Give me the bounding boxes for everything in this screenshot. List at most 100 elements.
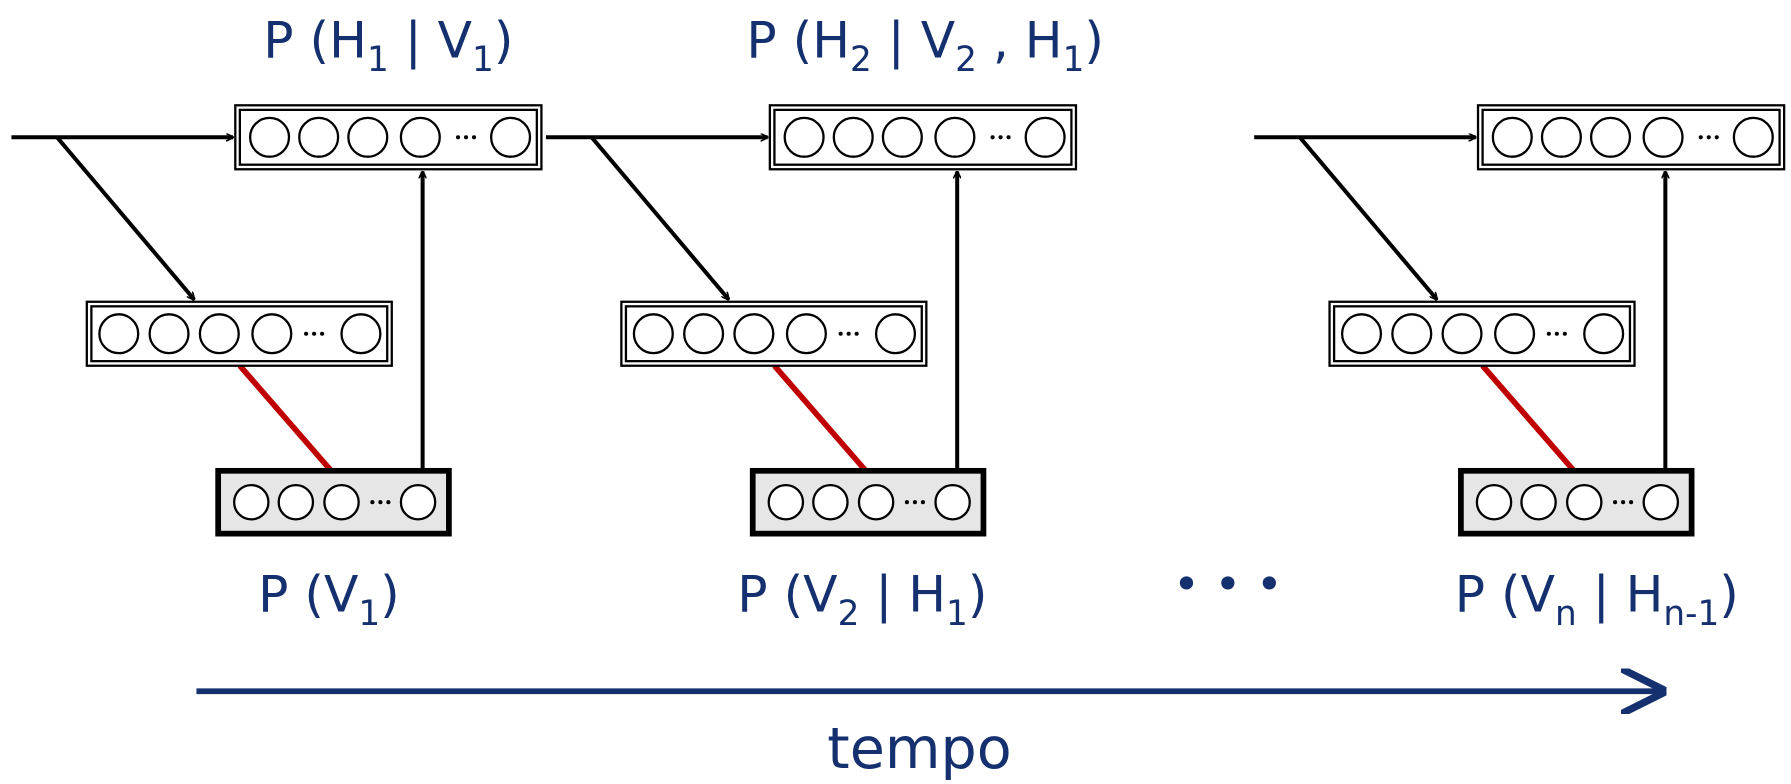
dot [838, 331, 843, 336]
unit [832, 116, 874, 158]
unit [399, 483, 437, 521]
layer-box-inner [1481, 108, 1781, 166]
label: P (Vn | Hn-1) [1455, 564, 1739, 634]
dot [304, 331, 309, 336]
subscript: 2 [955, 40, 977, 80]
unit [490, 116, 532, 158]
unit [1642, 483, 1680, 521]
unit [632, 313, 674, 355]
unit [934, 483, 971, 521]
link [1480, 363, 1577, 473]
unit [1642, 116, 1684, 158]
label-part: P (V [258, 564, 358, 623]
label-part: ) [968, 564, 988, 623]
arrow [1298, 135, 1437, 299]
label-part: P (H [263, 10, 367, 69]
layer-box-inner [90, 305, 389, 363]
dot [378, 500, 383, 505]
label-part: | H [859, 564, 946, 623]
dot [471, 135, 477, 140]
unit [1494, 313, 1536, 355]
unit [323, 483, 360, 521]
dot [1629, 500, 1634, 505]
label-part: ) [1719, 564, 1739, 623]
label-part: P (V [1455, 564, 1555, 623]
unit [347, 116, 389, 158]
label: P (H2 | V2 , H1) [746, 10, 1104, 80]
label-part: ) [380, 564, 400, 623]
layer-box-inner [624, 305, 923, 363]
subscript: n-1 [1663, 594, 1719, 634]
dot [904, 500, 909, 505]
unit [1024, 116, 1066, 158]
unit [98, 313, 140, 355]
dot [386, 500, 391, 505]
dot [998, 135, 1003, 140]
unit [399, 116, 441, 158]
dot [312, 331, 317, 336]
unit [881, 116, 923, 158]
label-part: | H [1577, 564, 1664, 623]
dot [854, 331, 859, 336]
label-part: , H [977, 10, 1063, 69]
unit [812, 483, 849, 521]
dot [1706, 135, 1711, 140]
label: P (H1 | V1) [263, 10, 513, 80]
unit [783, 116, 825, 158]
unit [857, 483, 895, 521]
ellipsis: • • • [1173, 558, 1283, 611]
layer-box-inner [238, 108, 538, 166]
label-part: | V [872, 10, 955, 69]
subscript: 2 [850, 40, 872, 80]
arrow [55, 135, 194, 299]
dot [1546, 331, 1551, 336]
unit [148, 313, 190, 355]
dot [1562, 331, 1567, 336]
subscript: 1 [367, 40, 389, 80]
dot [912, 500, 917, 505]
link [237, 363, 334, 473]
dot [846, 331, 851, 336]
unit [1732, 116, 1774, 158]
dot [1714, 135, 1719, 140]
unit [874, 313, 917, 355]
unit [785, 313, 827, 355]
dot [1621, 500, 1626, 505]
unit [340, 313, 382, 355]
unit [1391, 313, 1433, 355]
subscript: 2 [838, 594, 860, 634]
unit [198, 313, 240, 355]
unit [298, 116, 340, 158]
subscript: 1 [358, 594, 380, 634]
unit [251, 313, 293, 355]
dot [1554, 331, 1559, 336]
unit [683, 313, 725, 355]
unit [233, 483, 270, 521]
unit [249, 116, 291, 158]
unit [733, 313, 775, 355]
subscript: 1 [946, 594, 968, 634]
unit [1540, 116, 1582, 158]
layer-box-inner [773, 108, 1073, 166]
arrow [590, 135, 729, 299]
dot [370, 500, 375, 505]
subscript: 1 [472, 40, 494, 80]
label-part: ) [494, 10, 514, 69]
unit [1340, 313, 1383, 355]
unit [1491, 116, 1533, 158]
dot [920, 500, 925, 505]
dot [1698, 135, 1703, 140]
unit [1475, 483, 1513, 521]
dot [463, 135, 469, 140]
unit [277, 483, 315, 521]
dot [1613, 500, 1618, 505]
link [772, 363, 868, 473]
unit [1589, 116, 1632, 158]
subscript: n [1555, 594, 1577, 634]
label: P (V1) [258, 564, 400, 634]
layer-box-inner [1332, 305, 1632, 363]
label-part: | V [389, 10, 472, 69]
unit [1520, 483, 1557, 521]
unit [934, 116, 976, 158]
